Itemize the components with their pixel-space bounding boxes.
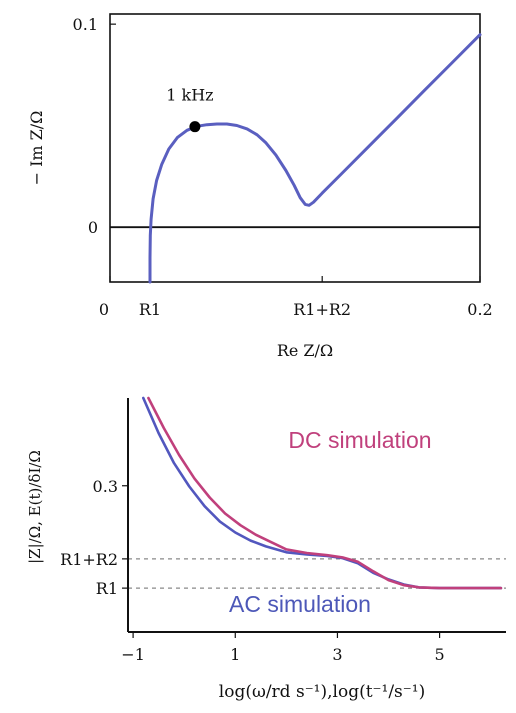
nyquist-y-tick-label: 0 — [88, 218, 98, 237]
frequency-marker-point — [189, 121, 201, 133]
nyquist-x-tick-label: 0.2 — [467, 300, 492, 319]
bode-plot: −1 1 3 5 0.3 R1+R2 R1 DC simulation AC simula… — [26, 396, 506, 702]
frequency-marker-label: 1 kHz — [166, 86, 213, 105]
nyquist-y-tick-label: 0.1 — [73, 15, 98, 34]
bode-y-tick-label: 0.3 — [93, 477, 118, 496]
nyquist-impedance-curve — [148, 33, 482, 284]
ac-simulation-label: AC simulation — [229, 591, 371, 617]
dc-simulation-label: DC simulation — [288, 427, 431, 453]
nyquist-x-tick-label: R1+R2 — [293, 300, 351, 319]
bode-y-tick-label: R1 — [96, 579, 118, 598]
bode-x-axis-label: log(ω/rd s⁻¹),log(t⁻¹/s⁻¹) — [219, 682, 425, 702]
bode-y-ticks: 0.3 R1+R2 R1 — [60, 477, 128, 598]
bode-x-tick-label: 3 — [332, 645, 342, 664]
nyquist-x-ticks: 0 R1 R1+R2 0.2 — [99, 276, 493, 319]
bode-y-axis-label: |Z|/Ω, E(t)/δI/Ω — [26, 450, 44, 564]
bode-x-tick-label: 5 — [435, 645, 445, 664]
nyquist-x-tick-label: 0 — [99, 300, 109, 319]
nyquist-plot-frame — [109, 13, 481, 283]
nyquist-y-axis-label: − Im Z/Ω — [27, 111, 46, 186]
nyquist-plot: 0 R1 R1+R2 0.2 00.1 1 kHz − Im Z/Ω Re Z/Ω — [27, 13, 493, 360]
nyquist-y-ticks: 00.1 — [73, 15, 116, 237]
nyquist-series — [148, 33, 482, 284]
bode-x-tick-label: 1 — [230, 645, 240, 664]
bode-reference-lines — [128, 558, 506, 589]
dc-simulation-curve — [147, 396, 503, 590]
nyquist-marker: 1 kHz — [166, 86, 214, 133]
bode-series — [142, 396, 503, 590]
bode-x-tick-label: −1 — [121, 645, 145, 664]
bode-y-tick-label: R1+R2 — [60, 550, 118, 569]
nyquist-x-axis-label: Re Z/Ω — [277, 341, 333, 360]
nyquist-x-tick-label: R1 — [139, 300, 161, 319]
bode-x-ticks: −1 1 3 5 — [121, 632, 445, 664]
